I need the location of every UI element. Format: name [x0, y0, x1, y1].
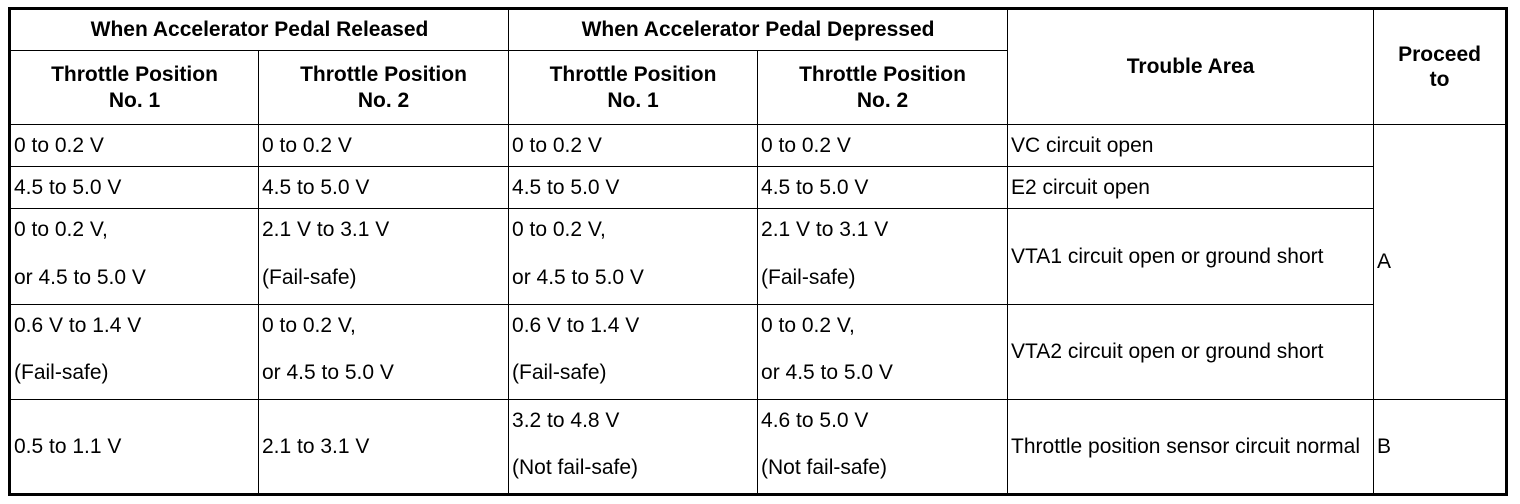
- released-tp1-cell: 0 to 0.2 V, or 4.5 to 5.0 V: [9, 208, 259, 305]
- value-line: 0 to 0.2 V,: [14, 218, 108, 242]
- header-pedal-depressed: When Accelerator Pedal Depressed: [508, 7, 1009, 52]
- header-released-tp2: Throttle Position No. 2: [257, 50, 510, 126]
- header-trouble-area: Trouble Area: [1007, 7, 1375, 126]
- depressed-tp1-cell: 0.6 V to 1.4 V (Fail-safe): [508, 303, 759, 400]
- table-row: 0.6 V to 1.4 V (Fail-safe) 0 to 0.2 V, o…: [9, 303, 1507, 400]
- released-tp2-cell: 0 to 0.2 V, or 4.5 to 5.0 V: [257, 303, 510, 400]
- value-line: 0 to 0.2 V,: [512, 218, 606, 242]
- trouble-area-cell: VTA1 circuit open or ground short: [1007, 208, 1375, 305]
- value-line: (Not fail-safe): [761, 456, 888, 480]
- value-line: (Fail-safe): [512, 361, 607, 385]
- trouble-area-cell: E2 circuit open: [1007, 166, 1375, 210]
- header-proceed-line2: to: [1429, 68, 1450, 92]
- header-released-tp1: Throttle Position No. 1: [9, 50, 259, 126]
- proceed-to-a-cell: A: [1373, 124, 1508, 400]
- depressed-tp2-cell: 4.6 to 5.0 V (Not fail-safe): [757, 398, 1009, 496]
- value-line: or 4.5 to 5.0 V: [512, 265, 644, 289]
- header-proceed-line1: Proceed: [1398, 42, 1481, 66]
- value-line: or 4.5 to 5.0 V: [262, 361, 394, 385]
- value-line: 0.6 V to 1.4 V: [14, 313, 142, 337]
- released-tp2-cell: 0 to 0.2 V: [257, 124, 510, 168]
- header-released-tp1-line2: No. 1: [108, 88, 161, 112]
- depressed-tp2-cell: 4.5 to 5.0 V: [757, 166, 1009, 210]
- value-line: 2.1 V to 3.1 V: [761, 218, 889, 242]
- proceed-to-b-cell: B: [1373, 398, 1508, 496]
- released-tp2-cell: 2.1 V to 3.1 V (Fail-safe): [257, 208, 510, 305]
- trouble-area-cell: Throttle position sensor circuit normal: [1007, 398, 1375, 496]
- depressed-tp2-cell: 0 to 0.2 V, or 4.5 to 5.0 V: [757, 303, 1009, 400]
- trouble-area-cell: VTA2 circuit open or ground short: [1007, 303, 1375, 400]
- header-depressed-tp1-line1: Throttle Position: [549, 63, 717, 87]
- header-depressed-tp2: Throttle Position No. 2: [757, 50, 1009, 126]
- depressed-tp1-cell: 3.2 to 4.8 V (Not fail-safe): [508, 398, 759, 496]
- released-tp1-cell: 0.5 to 1.1 V: [9, 398, 259, 496]
- trouble-area-cell: VC circuit open: [1007, 124, 1375, 168]
- header-depressed-tp2-line1: Throttle Position: [799, 63, 966, 87]
- table-row: 0.5 to 1.1 V 2.1 to 3.1 V 3.2 to 4.8 V (…: [9, 398, 1508, 496]
- header-row-group: When Accelerator Pedal Released When Acc…: [8, 7, 1508, 126]
- value-line: 0 to 0.2 V,: [761, 313, 855, 337]
- value-line: 3.2 to 4.8 V: [512, 408, 620, 432]
- value-line: 2.1 V to 3.1 V: [262, 218, 390, 242]
- released-tp1-cell: 4.5 to 5.0 V: [9, 166, 259, 210]
- header-released-tp2-line1: Throttle Position: [300, 63, 467, 87]
- value-line: 0 to 0.2 V,: [262, 313, 356, 337]
- table-row: 0 to 0.2 V 0 to 0.2 V 0 to 0.2 V 0 to 0.…: [9, 124, 1508, 400]
- header-depressed-tp2-line2: No. 2: [856, 88, 909, 112]
- depressed-tp1-cell: 0 to 0.2 V: [508, 124, 759, 168]
- released-tp1-cell: 0 to 0.2 V: [9, 124, 259, 168]
- header-pedal-released: When Accelerator Pedal Released: [8, 7, 510, 52]
- value-line: (Fail-safe): [262, 265, 357, 289]
- value-line: (Fail-safe): [761, 265, 856, 289]
- depressed-tp1-cell: 4.5 to 5.0 V: [508, 166, 759, 210]
- value-line: (Not fail-safe): [512, 456, 639, 480]
- value-line: (Fail-safe): [14, 361, 109, 385]
- depressed-tp2-cell: 0 to 0.2 V: [757, 124, 1009, 168]
- header-row-sub: Throttle Position No. 1 Throttle Positio…: [9, 50, 1507, 126]
- header-depressed-tp1-line2: No. 1: [607, 88, 659, 112]
- value-line: or 4.5 to 5.0 V: [14, 265, 146, 289]
- table-row: 4.5 to 5.0 V 4.5 to 5.0 V 4.5 to 5.0 V 4…: [9, 166, 1507, 210]
- header-released-tp1-line1: Throttle Position: [51, 63, 218, 87]
- released-tp2-cell: 4.5 to 5.0 V: [257, 166, 510, 210]
- depressed-tp2-cell: 2.1 V to 3.1 V (Fail-safe): [757, 208, 1009, 305]
- depressed-tp1-cell: 0 to 0.2 V, or 4.5 to 5.0 V: [508, 208, 759, 305]
- throttle-position-diagnosis-table: When Accelerator Pedal Released When Acc…: [8, 7, 1509, 496]
- released-tp2-cell: 2.1 to 3.1 V: [257, 398, 510, 496]
- header-released-tp2-line2: No. 2: [357, 88, 410, 112]
- value-line: 4.6 to 5.0 V: [761, 408, 869, 432]
- header-proceed-to: Proceed to: [1373, 7, 1508, 126]
- released-tp1-cell: 0.6 V to 1.4 V (Fail-safe): [9, 303, 259, 400]
- header-depressed-tp1: Throttle Position No. 1: [508, 50, 759, 126]
- value-line: or 4.5 to 5.0 V: [761, 361, 893, 385]
- table-row: 0 to 0.2 V, or 4.5 to 5.0 V 2.1 V to 3.1…: [9, 208, 1507, 305]
- value-line: 0.6 V to 1.4 V: [512, 313, 640, 337]
